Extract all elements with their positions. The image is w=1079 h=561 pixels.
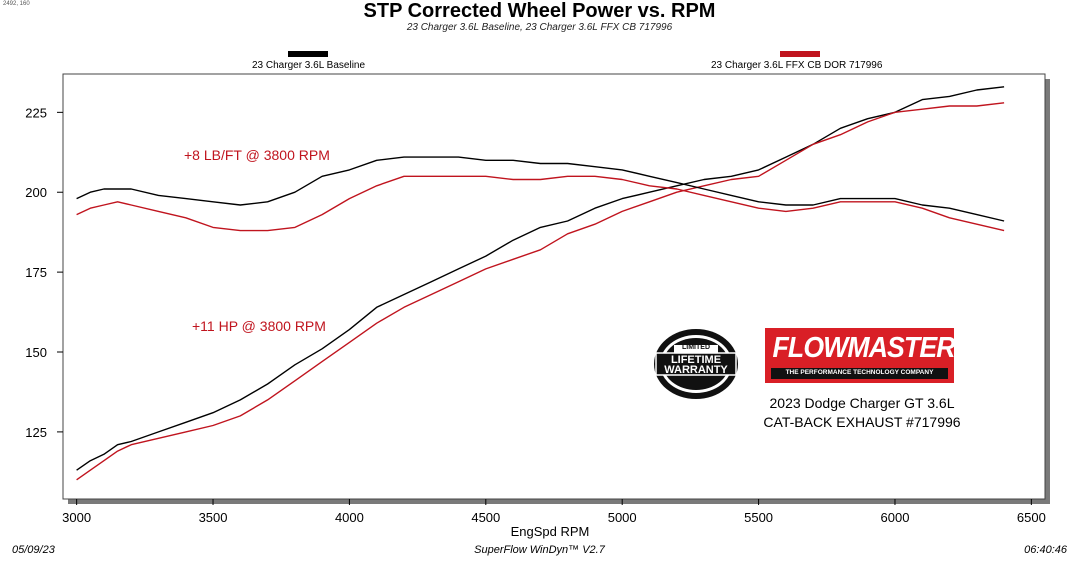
footer-date: 05/09/23 (12, 544, 55, 556)
flowmaster-tagline: THE PERFORMANCE TECHNOLOGY COMPANY (785, 369, 934, 376)
x-tick-label: 4000 (335, 510, 364, 525)
lifetime-warranty-badge: LIMITED LIFETIME WARRANTY (652, 327, 740, 401)
y-tick-label: 125 (25, 425, 47, 440)
badge-mid-text: LIMITED (682, 344, 710, 351)
x-tick-label: 3500 (199, 510, 228, 525)
series-line-power-1 (76, 102, 1005, 481)
annotation-torque: +8 LB/FT @ 3800 RPM (184, 147, 330, 163)
x-tick-label: 3000 (62, 510, 91, 525)
flowmaster-brand-text: FLOWMASTER (772, 332, 956, 364)
legend-label-baseline: 23 Charger 3.6L Baseline (252, 60, 366, 71)
legend-swatch-ffx (780, 51, 820, 57)
y-tick-label: 150 (25, 345, 47, 360)
vehicle-caption-line1: 2023 Dodge Charger GT 3.6L (769, 395, 955, 411)
y-tick-label: 175 (25, 265, 47, 280)
y-tick-label: 200 (25, 185, 47, 200)
annotation-power: +11 HP @ 3800 RPM (192, 318, 326, 334)
flowmaster-logo: FLOWMASTER THE PERFORMANCE TECHNOLOGY CO… (765, 328, 956, 383)
badge-line1: LIFETIME (670, 354, 722, 366)
legend-label-ffx: 23 Charger 3.6L FFX CB DOR 717996 (711, 60, 883, 71)
x-tick-label: 6000 (881, 510, 910, 525)
series-line-torque-3 (76, 175, 1005, 232)
y-tick-label: 225 (25, 105, 47, 120)
legend-swatch-baseline (288, 51, 328, 57)
x-axis-label: EngSpd RPM (510, 524, 590, 539)
footer-time: 06:40:46 (1024, 544, 1067, 556)
footer-software: SuperFlow WinDyn™ V2.7 (474, 544, 605, 556)
chart-title: STP Corrected Wheel Power vs. RPM (363, 0, 716, 22)
corner-tag: 2492, 160 (3, 1, 30, 7)
x-tick-label: 5000 (608, 510, 637, 525)
series-line-power-0 (76, 86, 1005, 471)
plot-area (62, 73, 1046, 500)
vehicle-caption-line2: CAT-BACK EXHAUST #717996 (763, 414, 961, 430)
x-tick-label: 5500 (744, 510, 773, 525)
badge-line2: WARRANTY (664, 364, 728, 376)
chart-subtitle: 23 Charger 3.6L Baseline, 23 Charger 3.6… (406, 22, 673, 33)
series-line-torque-2 (76, 156, 1005, 222)
x-tick-label: 4500 (471, 510, 500, 525)
x-tick-label: 6500 (1017, 510, 1046, 525)
